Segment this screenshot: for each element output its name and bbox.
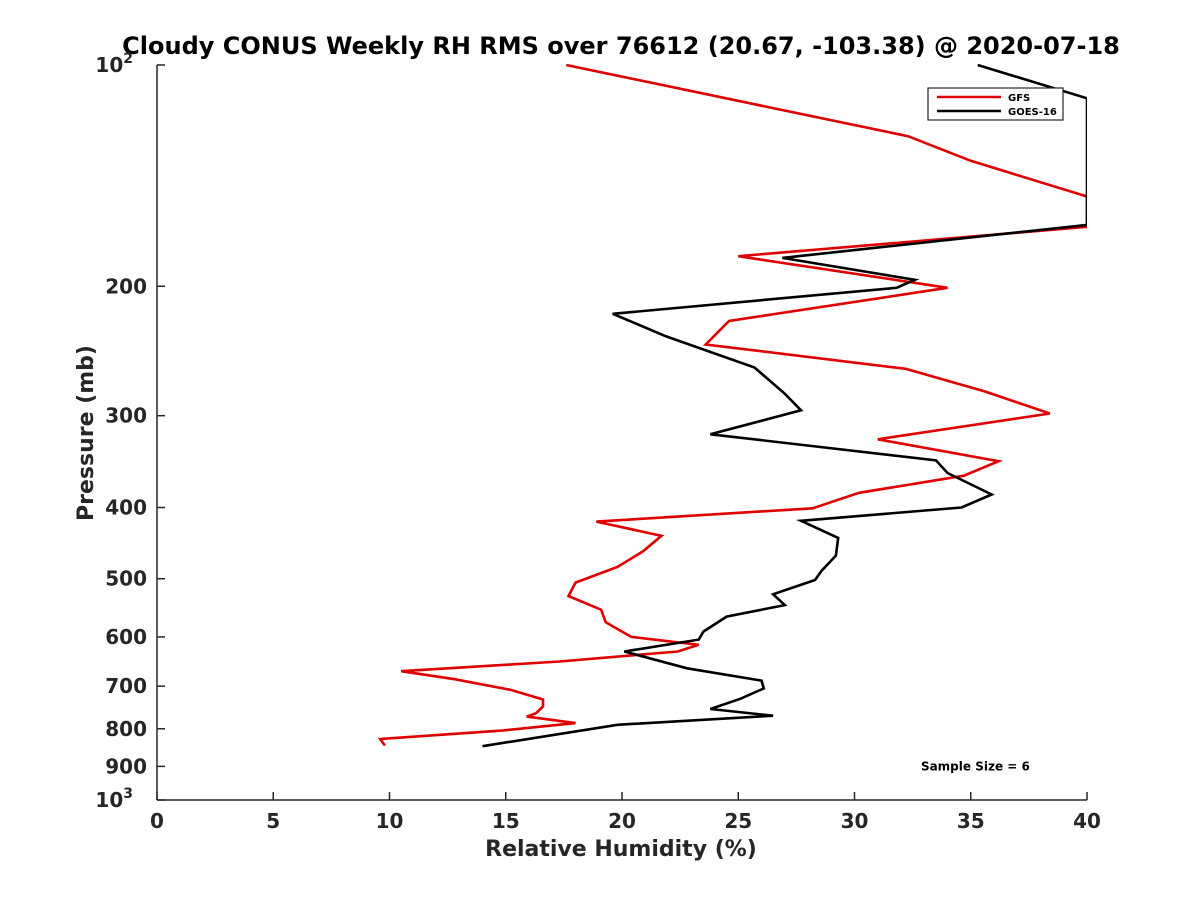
y-tick-label: 700 (105, 674, 147, 698)
legend-entry-label: GOES-16 (1008, 107, 1057, 118)
y-tick-label: 500 (105, 567, 147, 591)
series-layer (377, 64, 1087, 748)
plot-area (377, 64, 1087, 748)
x-tick-label: 20 (608, 809, 636, 833)
series-line-gfs (377, 64, 1087, 747)
x-tick-label: 10 (376, 809, 404, 833)
y-tick-label: 400 (105, 496, 147, 520)
x-axis-label: Relative Humidity (%) (485, 837, 757, 862)
legend-box (927, 87, 1064, 121)
legend: GFS GOES-16 (927, 87, 1064, 121)
y-tick-label: 900 (105, 754, 147, 778)
y-tick-label: 300 (105, 404, 147, 428)
annotations: Sample Size = 6 (921, 759, 1030, 773)
x-tick-label: 0 (150, 809, 164, 833)
y-tick-label: 600 (105, 625, 147, 649)
x-tick-label: 35 (957, 809, 985, 833)
y-tick-label: 800 (105, 717, 147, 741)
chart-title: Cloudy CONUS Weekly RH RMS over 76612 (2… (122, 32, 1120, 60)
y-tick-label: 200 (105, 274, 147, 298)
y-axis-label: Pressure (mb) (74, 345, 99, 521)
legend-entry-label: GFS (1008, 93, 1030, 104)
x-tick-label: 15 (492, 809, 520, 833)
x-tick-label: 30 (841, 809, 869, 833)
sample-size-annotation: Sample Size = 6 (921, 759, 1030, 773)
series-line-goes-16 (482, 64, 1087, 748)
x-tick-label: 40 (1073, 809, 1101, 833)
x-tick-label: 5 (266, 809, 280, 833)
x-tick-label: 25 (724, 809, 752, 833)
x-ticks: 0 5 10 15 20 25 30 35 40 (150, 792, 1101, 833)
